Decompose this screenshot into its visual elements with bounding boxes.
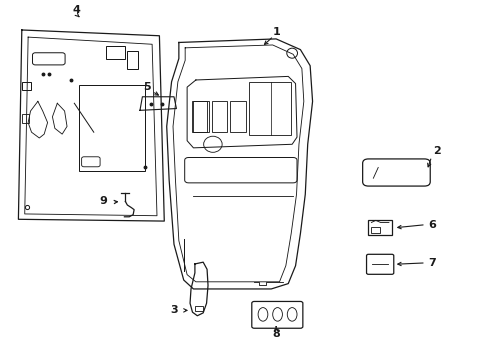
Text: 6: 6	[427, 220, 435, 230]
Text: 9: 9	[100, 197, 107, 206]
Bar	[22, 82, 30, 90]
Text: 8: 8	[272, 329, 280, 339]
Bar	[368, 220, 391, 235]
Text: 5: 5	[143, 82, 151, 92]
Bar	[192, 102, 206, 132]
Text: 7: 7	[427, 258, 435, 268]
Bar	[126, 51, 137, 68]
Bar	[22, 114, 29, 122]
Bar	[249, 82, 290, 135]
Text: 4: 4	[73, 5, 81, 15]
Bar	[106, 46, 124, 59]
Text: 3: 3	[170, 305, 178, 315]
Text: 1: 1	[272, 27, 280, 37]
Bar	[230, 102, 245, 132]
Text: 2: 2	[432, 147, 440, 157]
Bar	[79, 85, 144, 171]
Bar	[193, 102, 208, 132]
Bar	[211, 102, 227, 132]
Bar	[371, 227, 379, 233]
Bar	[195, 306, 202, 311]
